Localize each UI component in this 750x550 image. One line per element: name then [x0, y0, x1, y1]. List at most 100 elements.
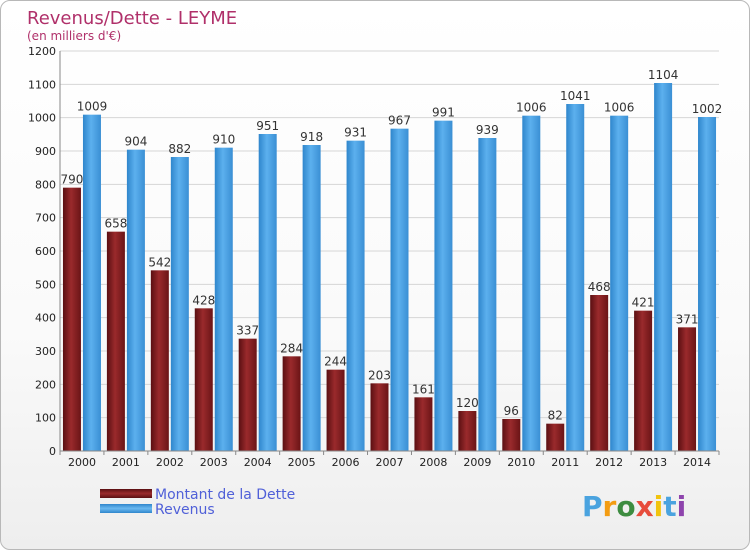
x-tick-label: 2003	[200, 456, 228, 469]
y-tick-label: 700	[35, 212, 56, 225]
value-label-revenus: 967	[388, 114, 411, 128]
value-label-revenus: 882	[168, 142, 191, 156]
bar-dette	[150, 270, 169, 451]
bar-revenus	[610, 115, 629, 452]
y-tick-label: 1000	[28, 112, 56, 125]
value-label-revenus: 1104	[648, 68, 679, 82]
x-axis-ticks: 2000 2001 2002 2003 2004 2005 2006 2007 2008 2009…	[59, 451, 720, 469]
legend-label-revenus: Revenus	[155, 502, 215, 518]
value-label-dette: 790	[61, 173, 84, 187]
logo-letter: i	[677, 490, 687, 523]
logo-letter: i	[654, 490, 664, 523]
bar-dette	[106, 231, 125, 451]
value-label-dette: 421	[632, 296, 655, 310]
x-tick-label: 2004	[244, 456, 272, 469]
value-label-dette: 468	[588, 280, 611, 294]
value-label-revenus: 1006	[604, 101, 635, 115]
bar-revenus	[258, 134, 277, 451]
bar-dette	[282, 356, 301, 451]
y-axis-ticks: 0 100 200 300 400 500 600 700 800 900 1000 1100 1200	[28, 45, 56, 458]
value-label-revenus: 939	[476, 123, 499, 137]
value-label-revenus: 904	[124, 135, 147, 149]
bar-dette	[502, 419, 521, 451]
legend: Montant de la Dette Revenus	[100, 487, 295, 518]
value-label-revenus: 1006	[516, 101, 547, 115]
value-label-revenus: 1009	[77, 100, 108, 114]
value-label-revenus: 910	[212, 133, 235, 147]
bar-revenus	[654, 83, 673, 451]
value-label-dette: 244	[324, 355, 347, 369]
legend-swatch-revenus	[100, 504, 152, 513]
value-labels: 790 1009 658 904 542 882 428 910 337 951 284 918 244…	[61, 68, 723, 423]
legend-swatch-debt	[100, 489, 152, 498]
y-tick-label: 600	[35, 245, 56, 258]
bar-dette	[546, 423, 565, 451]
bar-dette	[326, 369, 345, 451]
x-tick-label: 2010	[507, 456, 535, 469]
value-label-dette: 284	[280, 341, 303, 355]
y-tick-label: 100	[35, 412, 56, 425]
x-tick-label: 2001	[112, 456, 140, 469]
bar-dette	[590, 295, 609, 451]
value-label-dette: 371	[676, 312, 699, 326]
y-tick-label: 800	[35, 178, 56, 191]
bar-revenus	[346, 140, 365, 451]
x-tick-label: 2009	[463, 456, 491, 469]
y-tick-label: 300	[35, 345, 56, 358]
value-label-revenus: 931	[344, 126, 367, 140]
value-label-revenus: 918	[300, 130, 323, 144]
y-tick-label: 400	[35, 312, 56, 325]
x-tick-label: 2002	[156, 456, 184, 469]
logo-letter: x	[636, 490, 654, 523]
logo-letter: P	[582, 490, 603, 523]
proxiti-logo: Proxiti	[582, 490, 686, 523]
value-label-revenus: 951	[256, 119, 279, 133]
x-tick-label: 2000	[68, 456, 96, 469]
bar-revenus	[302, 145, 321, 451]
bar-revenus	[478, 138, 497, 451]
bars	[62, 83, 717, 452]
bar-dette	[634, 310, 653, 451]
y-tick-label: 0	[49, 445, 56, 458]
value-label-dette: 161	[412, 382, 435, 396]
legend-label-debt: Montant de la Dette	[155, 487, 295, 503]
value-label-dette: 82	[548, 409, 563, 423]
x-tick-label: 2012	[595, 456, 623, 469]
value-label-dette: 120	[456, 396, 479, 410]
bar-revenus	[522, 115, 541, 452]
x-tick-label: 2005	[288, 456, 316, 469]
x-tick-label: 2011	[551, 456, 579, 469]
bar-revenus	[126, 149, 145, 451]
y-tick-label: 900	[35, 145, 56, 158]
value-label-dette: 658	[104, 217, 127, 231]
x-tick-label: 2008	[419, 456, 447, 469]
bar-revenus	[82, 114, 101, 452]
bar-revenus	[390, 128, 409, 451]
x-tick-label: 2006	[332, 456, 360, 469]
bar-dette	[62, 187, 81, 451]
x-tick-label: 2007	[376, 456, 404, 469]
bar-revenus	[566, 104, 585, 451]
bar-dette	[238, 338, 257, 451]
value-label-revenus: 1002	[692, 102, 723, 116]
value-label-revenus: 991	[432, 106, 455, 120]
bar-revenus	[434, 120, 453, 452]
x-tick-label: 2013	[639, 456, 667, 469]
y-tick-label: 200	[35, 378, 56, 391]
bar-dette	[414, 397, 433, 451]
value-label-revenus: 1041	[560, 89, 591, 103]
chart-subtitle: (en milliers d'€)	[27, 29, 121, 43]
bar-dette	[370, 383, 389, 451]
logo-letter: t	[663, 490, 676, 523]
y-tick-label: 1200	[28, 45, 56, 58]
value-label-dette: 542	[148, 255, 171, 269]
bar-dette	[194, 308, 213, 451]
x-tick-label: 2014	[683, 456, 711, 469]
bar-dette	[458, 411, 477, 451]
y-tick-label: 1100	[28, 78, 56, 91]
value-label-dette: 428	[192, 293, 215, 307]
value-label-dette: 337	[236, 324, 259, 338]
bar-revenus	[170, 157, 189, 451]
bar-dette	[678, 327, 697, 451]
